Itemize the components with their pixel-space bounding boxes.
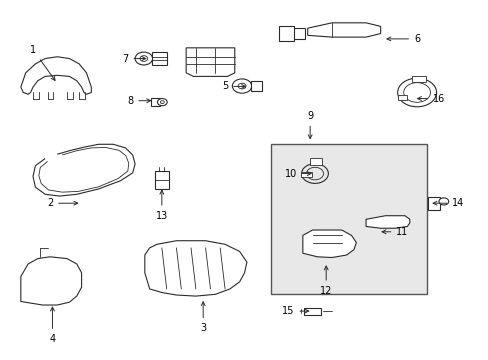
Bar — [301, 172, 311, 177]
Bar — [303, 307, 320, 315]
Bar — [292, 28, 305, 39]
Polygon shape — [144, 241, 246, 296]
Bar — [250, 81, 261, 91]
Circle shape — [160, 101, 164, 104]
Text: 11: 11 — [381, 227, 408, 237]
Bar — [278, 26, 293, 41]
Text: 9: 9 — [306, 111, 312, 139]
Text: 12: 12 — [319, 266, 332, 296]
Bar — [150, 98, 160, 107]
Bar — [427, 197, 439, 210]
Polygon shape — [302, 230, 356, 257]
Circle shape — [140, 56, 147, 62]
Circle shape — [135, 52, 152, 65]
Circle shape — [238, 83, 245, 89]
Text: 2: 2 — [47, 198, 78, 208]
Text: 5: 5 — [222, 81, 245, 91]
Bar — [411, 76, 425, 82]
Text: 14: 14 — [432, 198, 464, 208]
Polygon shape — [21, 57, 91, 94]
Bar — [309, 158, 322, 165]
Polygon shape — [186, 48, 234, 76]
Text: 10: 10 — [284, 168, 310, 179]
Circle shape — [438, 198, 448, 205]
Text: 15: 15 — [282, 306, 308, 316]
Text: 8: 8 — [127, 96, 150, 106]
Bar — [154, 171, 169, 189]
Polygon shape — [366, 216, 409, 228]
Polygon shape — [33, 144, 135, 196]
Text: 13: 13 — [155, 190, 167, 221]
Circle shape — [232, 79, 251, 93]
Circle shape — [157, 99, 167, 106]
Bar — [397, 95, 407, 100]
Text: 7: 7 — [122, 54, 145, 64]
Bar — [152, 52, 166, 65]
Text: 4: 4 — [49, 307, 56, 344]
Text: 3: 3 — [200, 302, 206, 333]
Text: 1: 1 — [30, 45, 55, 80]
Polygon shape — [21, 257, 81, 305]
Text: 16: 16 — [417, 94, 444, 104]
Polygon shape — [307, 23, 380, 37]
Text: 6: 6 — [386, 34, 419, 44]
Bar — [271, 144, 426, 294]
